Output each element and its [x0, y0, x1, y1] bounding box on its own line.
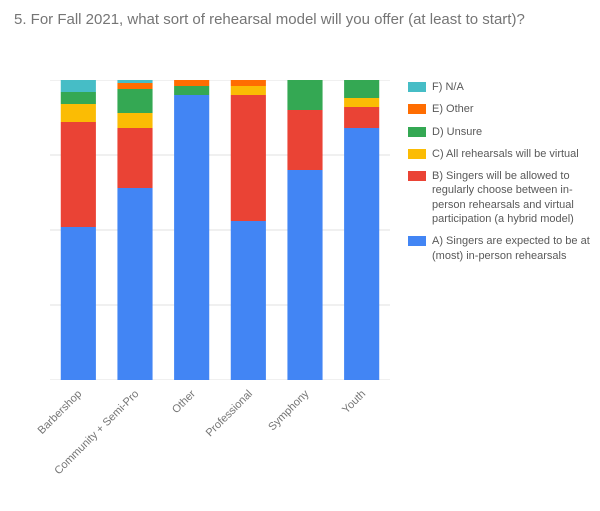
bar-seg-A — [61, 227, 96, 380]
legend-swatch — [408, 236, 426, 246]
bar-seg-A — [117, 188, 152, 380]
x-tick-label: Symphony — [266, 388, 311, 433]
bar-seg-B — [61, 122, 96, 227]
bar-seg-D — [344, 80, 379, 98]
bar-seg-E — [174, 80, 209, 86]
bar-seg-D — [287, 80, 322, 110]
bar-seg-B — [117, 128, 152, 188]
legend-label: D) Unsure — [432, 125, 592, 139]
legend-label: A) Singers are expected to be at (most) … — [432, 234, 592, 263]
legend-swatch — [408, 127, 426, 137]
x-tick-label: Barbershop — [36, 388, 85, 437]
bar-seg-C — [231, 86, 266, 95]
bar-seg-A — [344, 128, 379, 380]
bar-seg-A — [231, 221, 266, 380]
legend-swatch — [408, 82, 426, 92]
x-tick-label: Youth — [340, 388, 368, 416]
legend-item-B: B) Singers will be allowed to regularly … — [408, 169, 592, 226]
legend-swatch — [408, 104, 426, 114]
x-axis-labels: BarbershopCommunity + Semi-ProOtherProfe… — [50, 384, 390, 504]
x-tick-label: Other — [170, 388, 198, 416]
legend-item-F: F) N/A — [408, 80, 592, 94]
legend-label: B) Singers will be allowed to regularly … — [432, 169, 592, 226]
legend-item-D: D) Unsure — [408, 125, 592, 139]
legend-label: C) All rehearsals will be virtual — [432, 147, 592, 161]
bar-seg-D — [117, 89, 152, 113]
legend-item-A: A) Singers are expected to be at (most) … — [408, 234, 592, 263]
bar-seg-C — [61, 104, 96, 122]
legend-item-C: C) All rehearsals will be virtual — [408, 147, 592, 161]
chart-plot: 4936837632030 0%25%50%75%100% — [50, 80, 390, 380]
x-tick-label: Professional — [204, 388, 255, 439]
bar-seg-E — [117, 83, 152, 89]
bar-seg-F — [61, 80, 96, 92]
bar-seg-A — [287, 170, 322, 380]
chart-title: 5. For Fall 2021, what sort of rehearsal… — [14, 10, 574, 30]
bar-seg-D — [61, 92, 96, 104]
bar-seg-C — [344, 98, 379, 107]
legend-item-E: E) Other — [408, 102, 592, 116]
legend-swatch — [408, 149, 426, 159]
bar-seg-D — [174, 86, 209, 95]
bar-seg-F — [117, 80, 152, 83]
bar-seg-B — [344, 107, 379, 128]
legend-swatch — [408, 171, 426, 181]
legend-label: E) Other — [432, 102, 592, 116]
bar-seg-C — [117, 113, 152, 128]
bar-seg-A — [174, 95, 209, 380]
bar-seg-E — [231, 80, 266, 86]
legend: F) N/A E) Other D) Unsure C) All rehearsals… — [408, 80, 592, 271]
legend-label: F) N/A — [432, 80, 592, 94]
bar-seg-B — [287, 110, 322, 170]
bar-seg-B — [231, 95, 266, 221]
